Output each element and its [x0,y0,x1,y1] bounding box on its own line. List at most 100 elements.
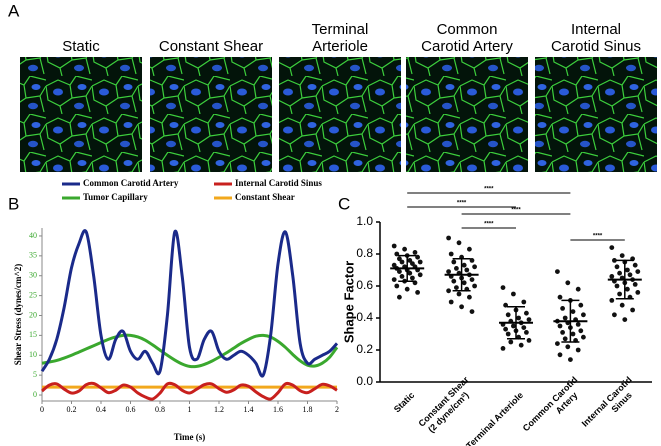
data-point [417,272,423,278]
data-point [609,245,615,251]
data-point [451,278,457,284]
image-label: Constant Shear [159,38,263,55]
y-tick-label: 0.6 [356,278,373,292]
data-point [407,258,413,263]
y-tick-label: 0.2 [356,342,373,356]
data-point [578,328,584,334]
y-tick-label: 25 [29,290,37,299]
y-tick-label: 20 [29,310,37,319]
data-point [555,269,560,274]
data-point [448,299,454,305]
x-tick-label: 1.2 [214,405,224,414]
panel-label: B [8,194,19,213]
micrograph [150,57,272,172]
data-point [619,302,625,308]
data-point [526,338,532,343]
data-point [635,290,641,295]
data-point [555,341,560,346]
data-point [565,280,571,286]
data-point [614,283,620,289]
data-point [581,312,586,318]
data-point [526,317,532,322]
data-point [632,282,638,287]
y-tick-label: 1.0 [356,214,373,228]
data-point [521,299,527,305]
x-tick-label: 0.4 [96,405,106,414]
data-point [557,294,563,300]
x-tick-label: 1.6 [273,405,283,414]
data-point [575,322,581,327]
image-label: Common [437,21,498,38]
data-point [446,235,451,241]
data-point [617,291,622,297]
data-point [417,259,423,265]
data-point [570,331,576,337]
y-tick-label: 10 [29,350,37,359]
data-point [500,346,506,351]
significance-label: **** [484,222,494,228]
data-point [612,312,617,318]
x-tick-label: Static [392,390,416,414]
data-point [609,274,615,279]
x-tick-label: Terminal Arteriole [464,390,525,446]
x-tick-label: 1.4 [244,405,254,414]
y-tick-label: 0.4 [356,310,373,324]
data-point [454,285,459,290]
data-point [630,307,635,313]
image-label: Terminal [312,21,369,38]
panel-label: A [8,1,20,20]
y-axis-label: Shape Factor [341,261,356,343]
micrograph [279,57,401,172]
data-point [568,357,573,362]
y-tick-label: 0.8 [356,246,373,260]
micrograph [406,57,528,172]
data-point [562,315,568,321]
data-point [632,262,638,268]
y-tick-label: 0 [33,390,37,399]
x-tick-label: 0.8 [155,405,165,414]
data-point [505,312,511,318]
data-point [472,283,477,289]
data-point [625,286,630,292]
x-axis-label: Time (s) [174,432,206,442]
x-tick-label: 1 [188,405,192,414]
data-point [461,280,467,286]
data-point [524,330,529,335]
y-tick-label: 30 [29,271,37,280]
micrograph [20,57,142,172]
data-point [456,240,462,246]
data-point [451,259,457,265]
data-point [446,269,451,274]
data-point [617,270,622,276]
data-point [410,275,415,281]
data-point [609,298,615,303]
x-tick-label: 2 [335,405,339,414]
data-point [565,344,571,350]
data-point [500,285,506,290]
data-point [391,277,397,282]
data-point [612,258,617,263]
image-label: Carotid Artery [421,38,513,55]
data-point [459,304,464,310]
data-point [391,262,397,268]
data-point [627,272,633,278]
significance-label: **** [484,187,494,193]
significance-label: **** [511,208,521,214]
data-point [503,326,508,332]
y-tick-label: 15 [29,330,37,339]
data-point [625,267,630,273]
data-point [412,250,418,255]
data-point [467,294,472,300]
series-line [41,381,338,401]
data-point [635,269,641,274]
y-axis-label: Shear Stress (dynes/cm^2) [13,264,23,365]
data-point [619,253,625,258]
legend-label: Common Carotid Artery [83,178,179,188]
data-point [399,259,405,265]
image-label: Internal [571,21,621,38]
data-point [415,254,420,260]
significance-label: **** [593,234,603,240]
x-tick-label: 0.6 [126,405,136,414]
panel-label: C [338,194,350,213]
